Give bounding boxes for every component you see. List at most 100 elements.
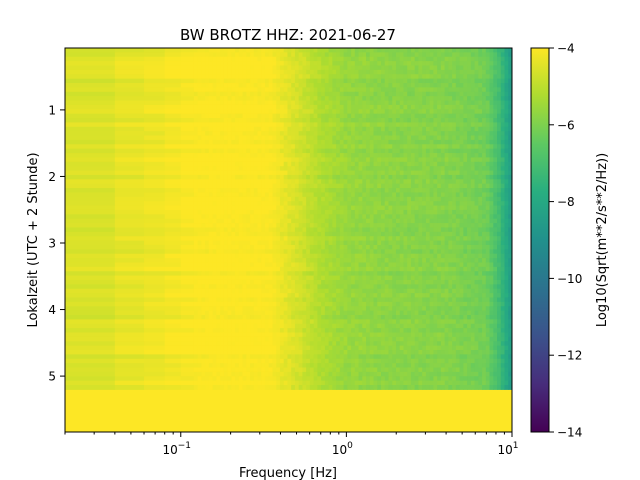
heatmap-cell (444, 139, 449, 145)
heatmap-cell (388, 174, 393, 180)
heatmap-cell (459, 148, 464, 154)
heatmap-cell (489, 227, 494, 233)
heatmap-cell (485, 48, 491, 53)
heatmap-cell (272, 113, 277, 119)
heatmap-cell (253, 262, 258, 268)
heatmap-cell (261, 78, 266, 84)
heatmap-cell (381, 205, 386, 211)
heatmap-cell (407, 179, 412, 185)
heatmap-cell (467, 244, 472, 250)
heatmap-cell (339, 209, 345, 215)
heatmap-cell (463, 262, 468, 268)
heatmap-cell (347, 61, 352, 67)
heatmap-cell (231, 231, 236, 237)
heatmap-cell (448, 183, 453, 189)
heatmap-cell (433, 52, 438, 58)
heatmap-cell (261, 279, 266, 285)
heatmap-cell (261, 87, 266, 93)
heatmap-cell (347, 91, 352, 97)
heatmap-cell (410, 83, 416, 88)
heatmap-cell (429, 87, 434, 93)
heatmap-cell (381, 236, 386, 242)
heatmap-cell (369, 244, 375, 250)
heatmap-cell (227, 96, 232, 102)
heatmap-cell (201, 201, 206, 207)
heatmap-cell (489, 153, 494, 158)
heatmap-cell (489, 236, 494, 242)
heatmap-cell (452, 244, 457, 250)
heatmap-cell (268, 100, 273, 106)
heatmap-cell (384, 56, 389, 62)
heatmap-cell (332, 131, 337, 137)
heatmap-cell (216, 209, 221, 215)
heatmap-cell (261, 122, 266, 128)
heatmap-cell (343, 284, 348, 290)
heatmap-cell (257, 258, 262, 263)
heatmap-cell (493, 91, 498, 97)
heatmap-cell (414, 284, 419, 290)
heatmap-cell (114, 69, 145, 75)
heatmap-cell (347, 231, 352, 237)
heatmap-cell (235, 205, 240, 211)
heatmap-cell (306, 56, 311, 62)
heatmap-cell (257, 205, 262, 211)
heatmap-cell (164, 113, 182, 119)
heatmap-cell (366, 205, 371, 211)
heatmap-cell (418, 253, 423, 259)
heatmap-cell (478, 109, 483, 115)
heatmap-cell (358, 148, 363, 154)
heatmap-cell (268, 166, 273, 172)
heatmap-cell (328, 118, 333, 123)
heatmap-cell (485, 218, 491, 224)
heatmap-cell (444, 69, 449, 75)
heatmap-cell (444, 148, 449, 154)
heatmap-cell (164, 201, 182, 207)
heatmap-cell (276, 209, 281, 215)
heatmap-cell (493, 166, 498, 172)
heatmap-cell (482, 65, 487, 71)
heatmap-cell (205, 157, 210, 163)
heatmap-cell (463, 170, 468, 176)
heatmap-cell (212, 148, 217, 154)
heatmap-cell (339, 104, 345, 110)
heatmap-cell (493, 244, 498, 250)
heatmap-cell (489, 209, 494, 215)
heatmap-cell (257, 231, 262, 237)
heatmap-cell (444, 96, 449, 102)
heatmap-cell (362, 148, 367, 154)
heatmap-cell (324, 258, 330, 263)
heatmap-cell (317, 157, 322, 163)
heatmap-cell (369, 126, 375, 132)
heatmap-cell (414, 209, 419, 215)
heatmap-cell (500, 244, 506, 250)
heatmap-cell (410, 266, 416, 272)
heatmap-cell (358, 183, 363, 189)
heatmap-cell (65, 100, 116, 106)
heatmap-cell (339, 166, 345, 172)
heatmap-cell (358, 205, 363, 211)
heatmap-cell (264, 218, 270, 224)
heatmap-cell (276, 236, 281, 242)
heatmap-cell (317, 113, 322, 119)
heatmap-cell (414, 223, 419, 228)
heatmap-cell (343, 192, 348, 198)
heatmap-cell (425, 65, 431, 71)
heatmap-cell (313, 231, 318, 237)
heatmap-cell (425, 214, 431, 220)
heatmap-cell (216, 157, 221, 163)
heatmap-cell (455, 144, 461, 150)
heatmap-cell (425, 104, 431, 110)
heatmap-cell (317, 126, 322, 132)
heatmap-cell (351, 192, 356, 198)
heatmap-cell (257, 122, 262, 128)
heatmap-cell (250, 78, 255, 84)
heatmap-cell (429, 196, 434, 202)
heatmap-cell (369, 104, 375, 110)
heatmap-cell (250, 253, 255, 259)
heatmap-cell (264, 214, 270, 220)
heatmap-cell (369, 205, 375, 211)
heatmap-cell (336, 214, 341, 220)
heatmap-cell (343, 157, 348, 163)
heatmap-cell (144, 284, 166, 290)
heatmap-cell (508, 236, 512, 242)
